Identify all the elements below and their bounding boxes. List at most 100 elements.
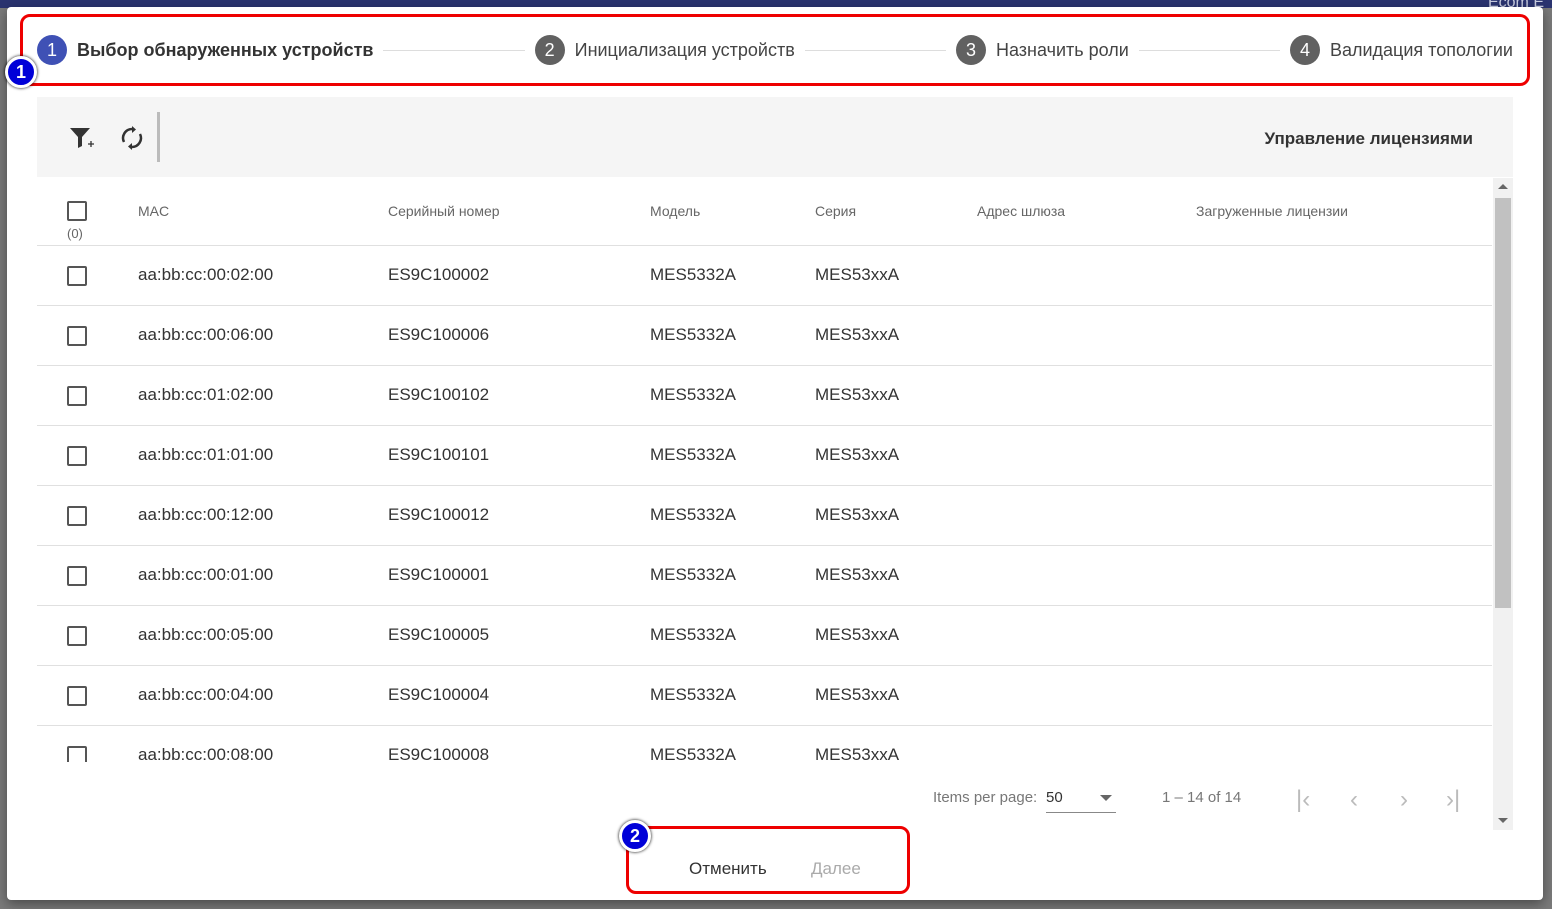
step-label: Назначить роли bbox=[995, 39, 1129, 60]
table-row[interactable]: aa:bb:cc:00:06:00 ES9C100006 MES5332A MES53… bbox=[37, 306, 1492, 366]
table-cell: ES9C100004 bbox=[388, 685, 490, 704]
step-label: Выбор обнаруженных устройств bbox=[77, 39, 374, 60]
background-text: Ecom E bbox=[1487, 0, 1544, 11]
toolbar-divider bbox=[157, 112, 160, 162]
scroll-up-icon[interactable] bbox=[1498, 184, 1508, 189]
step-number: 2 bbox=[534, 35, 565, 65]
scroll-down-icon[interactable] bbox=[1498, 818, 1508, 823]
table-cell: MES53xxA bbox=[815, 505, 900, 524]
row-checkbox[interactable] bbox=[67, 626, 87, 646]
row-checkbox[interactable] bbox=[67, 326, 87, 346]
license-management-button[interactable]: Управление лицензиями bbox=[1264, 129, 1473, 148]
column-header[interactable]: Адрес шлюза bbox=[977, 203, 1066, 219]
table-row[interactable]: aa:bb:cc:00:02:00 ES9C100002 MES5332A MES53… bbox=[37, 246, 1492, 306]
table-row[interactable]: aa:bb:cc:01:02:00 ES9C100102 MES5332A MES53… bbox=[37, 366, 1492, 426]
table-cell: MES53xxA bbox=[815, 685, 900, 704]
last-page-icon[interactable]: ›| bbox=[1446, 786, 1461, 813]
table-cell: aa:bb:cc:00:08:00 bbox=[138, 745, 274, 762]
row-checkbox[interactable] bbox=[67, 266, 87, 286]
table-toolbar: Управление лицензиями bbox=[37, 97, 1513, 177]
step-number: 4 bbox=[1289, 35, 1320, 65]
table-cell: MES53xxA bbox=[815, 385, 900, 404]
step-divider bbox=[1138, 49, 1280, 51]
table-cell: MES5332A bbox=[650, 565, 736, 584]
row-checkbox[interactable] bbox=[67, 566, 87, 586]
table-cell: aa:bb:cc:00:04:00 bbox=[138, 685, 274, 704]
items-per-page-label: Items per page: bbox=[933, 789, 1038, 806]
devices-table: (0) MAC Серийный номер Модель Серия Адре… bbox=[37, 178, 1492, 762]
column-header[interactable]: MAC bbox=[138, 203, 170, 219]
table-row[interactable]: aa:bb:cc:00:04:00 ES9C100004 MES5332A MES53… bbox=[37, 666, 1492, 726]
filter-add-icon[interactable] bbox=[69, 125, 95, 151]
table-scrollbar[interactable] bbox=[1493, 178, 1513, 830]
table-cell: MES53xxA bbox=[815, 745, 900, 762]
page-size-value: 50 bbox=[1046, 789, 1063, 806]
table-cell: MES5332A bbox=[650, 505, 736, 524]
scrollbar-thumb[interactable] bbox=[1495, 198, 1511, 608]
refresh-icon[interactable] bbox=[119, 125, 145, 151]
column-header[interactable]: Серийный номер bbox=[388, 203, 500, 219]
table-row[interactable]: aa:bb:cc:01:01:00 ES9C100101 MES5332A MES53… bbox=[37, 426, 1492, 486]
table-row[interactable]: aa:bb:cc:00:01:00 ES9C100001 MES5332A MES53… bbox=[37, 546, 1492, 606]
table-cell: aa:bb:cc:00:06:00 bbox=[138, 325, 274, 344]
step-label: Валидация топологии bbox=[1329, 39, 1513, 60]
next-button[interactable]: Далее bbox=[811, 859, 861, 878]
table-cell: aa:bb:cc:01:01:00 bbox=[138, 445, 274, 464]
step-number: 3 bbox=[955, 35, 986, 65]
page-range: 1 – 14 of 14 bbox=[1162, 789, 1242, 806]
table-cell: ES9C100005 bbox=[388, 625, 490, 644]
row-checkbox[interactable] bbox=[67, 386, 87, 406]
row-checkbox[interactable] bbox=[67, 446, 87, 466]
select-all-checkbox[interactable] bbox=[67, 201, 87, 221]
table-cell: ES9C100001 bbox=[388, 565, 490, 584]
previous-page-icon[interactable]: ‹ bbox=[1350, 786, 1358, 813]
table-cell: MES53xxA bbox=[815, 265, 900, 284]
step-divider bbox=[383, 49, 525, 51]
first-page-icon[interactable]: |‹ bbox=[1296, 786, 1311, 813]
table-cell: MES53xxA bbox=[815, 445, 900, 464]
step-2[interactable]: 2 Инициализация устройств bbox=[534, 35, 795, 65]
annotation-marker-2: 2 bbox=[619, 820, 651, 852]
stepper: 1 Выбор обнаруженных устройств 2 Инициализ… bbox=[20, 14, 1530, 86]
table-cell: MES53xxA bbox=[815, 565, 900, 584]
column-header[interactable]: Загруженные лицензии bbox=[1196, 203, 1348, 219]
table-cell: MES5332A bbox=[650, 745, 736, 762]
table-cell: aa:bb:cc:00:02:00 bbox=[138, 265, 274, 284]
table-cell: MES5332A bbox=[650, 325, 736, 344]
table-header: (0) MAC Серийный номер Модель Серия Адре… bbox=[37, 178, 1492, 246]
step-1[interactable]: 1 Выбор обнаруженных устройств bbox=[37, 35, 373, 65]
row-checkbox[interactable] bbox=[67, 506, 87, 526]
table-cell: MES5332A bbox=[650, 445, 736, 464]
table-cell: aa:bb:cc:01:02:00 bbox=[138, 385, 274, 404]
table-cell: MES5332A bbox=[650, 625, 736, 644]
step-4[interactable]: 4 Валидация топологии bbox=[1289, 35, 1513, 65]
table-cell: ES9C100006 bbox=[388, 325, 490, 344]
table-cell: ES9C100102 bbox=[388, 385, 490, 404]
chevron-down-icon bbox=[1100, 795, 1112, 801]
column-header[interactable]: Серия bbox=[815, 203, 857, 219]
row-checkbox[interactable] bbox=[67, 686, 87, 706]
table-cell: MES5332A bbox=[650, 265, 736, 284]
table-row[interactable]: aa:bb:cc:00:05:00 ES9C100005 MES5332A MES53… bbox=[37, 606, 1492, 666]
table-cell: ES9C100002 bbox=[388, 265, 490, 284]
table-cell: aa:bb:cc:00:12:00 bbox=[138, 505, 274, 524]
step-label: Инициализация устройств bbox=[574, 39, 795, 60]
step-3[interactable]: 3 Назначить роли bbox=[955, 35, 1129, 65]
step-number: 1 bbox=[37, 35, 67, 65]
dialog-actions: Отменить Далее bbox=[626, 826, 910, 894]
table-row[interactable]: aa:bb:cc:00:08:00 ES9C100008 MES5332A MES53… bbox=[37, 726, 1492, 762]
table-cell: MES5332A bbox=[650, 685, 736, 704]
page-size-select[interactable]: 50 bbox=[1046, 789, 1116, 813]
app-header: Ecom E bbox=[0, 0, 1552, 11]
table-cell: aa:bb:cc:00:01:00 bbox=[138, 565, 274, 584]
selected-count: (0) bbox=[67, 226, 83, 241]
table-cell: ES9C100101 bbox=[388, 445, 490, 464]
table-row[interactable]: aa:bb:cc:00:12:00 ES9C100012 MES5332A MES53… bbox=[37, 486, 1492, 546]
next-page-icon[interactable]: › bbox=[1400, 786, 1408, 813]
column-header[interactable]: Модель bbox=[650, 203, 701, 219]
table-cell: ES9C100012 bbox=[388, 505, 490, 524]
cancel-button[interactable]: Отменить bbox=[689, 859, 767, 878]
table-cell: MES53xxA bbox=[815, 325, 900, 344]
row-checkbox[interactable] bbox=[67, 746, 87, 762]
annotation-marker-1: 1 bbox=[5, 56, 37, 88]
